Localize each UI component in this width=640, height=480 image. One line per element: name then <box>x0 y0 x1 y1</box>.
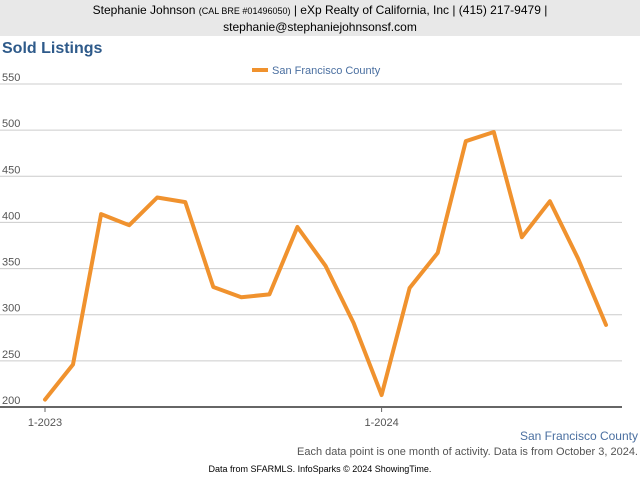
series-line <box>43 130 608 402</box>
series-label: San Francisco County <box>519 429 638 443</box>
y-tick-label: 300 <box>2 303 20 315</box>
agent-header: Stephanie Johnson (CAL BRE #01496050) | … <box>0 0 640 36</box>
y-tick-label: 400 <box>2 210 20 222</box>
chart-title: Sold Listings <box>2 40 103 57</box>
legend-label: San Francisco County <box>272 65 381 77</box>
brokerage-phone: | eXp Realty of California, Inc | (415) … <box>293 3 548 17</box>
x-tick-label: 1-2023 <box>28 417 62 428</box>
data-source: Data from SFARMLS. InfoSparks © 2024 Sho… <box>208 464 432 474</box>
x-tick-label: 1-2024 <box>364 417 398 428</box>
line-chart: 200 250 300 350 400 450 500 550 1-2023 1-2024 San … <box>0 65 622 428</box>
agent-email: stephanie@stephaniejohnsonsf.com <box>223 20 417 34</box>
y-tick-label: 350 <box>2 257 20 269</box>
data-note: Each data point is one month of activity… <box>297 446 638 458</box>
y-tick-label: 550 <box>2 72 20 84</box>
y-tick-label: 200 <box>2 395 20 407</box>
agent-license: (CAL BRE #01496050) <box>198 6 291 16</box>
y-tick-label: 250 <box>2 349 20 361</box>
y-tick-label: 500 <box>2 118 20 130</box>
y-tick-label: 450 <box>2 164 20 176</box>
agent-header-line-1: Stephanie Johnson (CAL BRE #01496050) | … <box>0 2 640 19</box>
agent-name: Stephanie Johnson <box>92 3 196 17</box>
